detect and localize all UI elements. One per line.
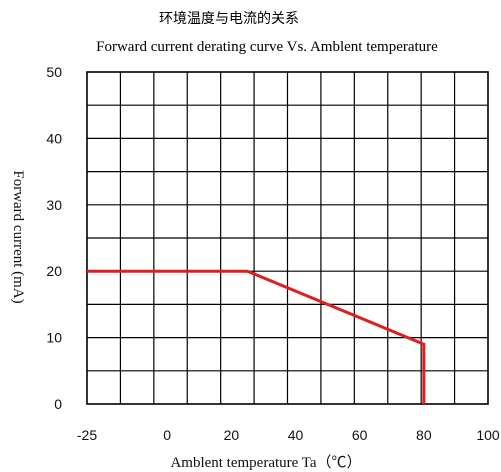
x-tick-label: 80: [416, 427, 432, 443]
chart-subtitle-en: Forward current derating curve Vs. Amble…: [96, 39, 438, 55]
x-tick-label: 60: [352, 427, 368, 443]
plot-frame: [86, 71, 489, 405]
y-axis-label: Forward current (mA): [10, 170, 26, 303]
y-tick-label: 50: [46, 64, 62, 80]
y-tick-label: 30: [46, 197, 62, 213]
y-tick-label: 10: [46, 330, 62, 346]
chart-title-cn: 环境温度与电流的关系: [159, 11, 299, 27]
x-tick-label: 40: [288, 427, 304, 443]
y-tick-label: 40: [46, 130, 62, 146]
x-tick-label: 20: [224, 427, 240, 443]
x-tick-label: -25: [77, 427, 97, 443]
series-layer: [87, 269, 426, 404]
x-tick-label: 100: [476, 427, 500, 443]
y-tick-label: 0: [54, 396, 62, 412]
tick-labels: 0 10 20 30 40 50 -25 0 20 40 60 80 100: [46, 64, 499, 443]
y-tick-label: 20: [46, 263, 62, 279]
grid: [86, 71, 489, 405]
x-axis-label: Amblent temperature Ta（℃）: [170, 454, 361, 471]
x-tick-label: 0: [163, 427, 171, 443]
derating-curve-line: [87, 269, 426, 404]
